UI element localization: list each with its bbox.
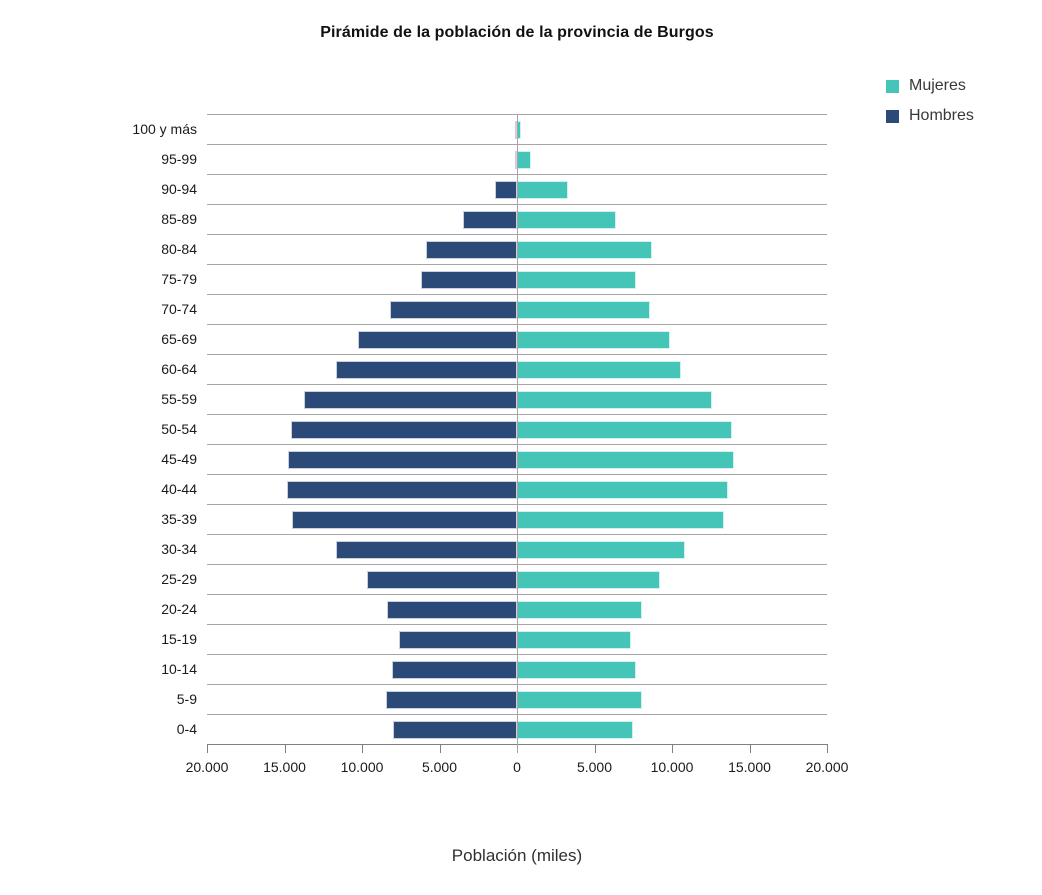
- age-label: 100 y más: [132, 121, 197, 137]
- mujeres-bar: [517, 241, 652, 259]
- x-tick-label: 15.000: [263, 759, 306, 775]
- hombres-bar: [303, 391, 517, 409]
- hombres-bar: [515, 121, 517, 139]
- legend-label-mujeres: Mujeres: [909, 77, 966, 94]
- age-row: [207, 444, 827, 474]
- x-axis-tick: [827, 744, 828, 753]
- hombres-bar: [495, 181, 517, 199]
- mujeres-bar: [517, 331, 671, 349]
- age-label: 75-79: [161, 271, 197, 287]
- age-row: [207, 384, 827, 414]
- age-label: 70-74: [161, 301, 197, 317]
- x-axis-tick: [594, 744, 596, 753]
- x-tick-label: 20.000: [185, 759, 229, 775]
- hombres-bar: [420, 271, 517, 289]
- mujeres-bar: [517, 421, 733, 439]
- y-axis-labels: 100 y más 95-99 90-94 85-89 80-84 75-79 70-74 6…: [0, 114, 197, 744]
- x-tick-label: 5.000: [576, 759, 613, 775]
- mujeres-bar: [517, 361, 681, 379]
- hombres-bar: [392, 661, 517, 679]
- age-label: 25-29: [161, 571, 197, 587]
- age-row: [207, 564, 827, 594]
- age-label: 0-4: [176, 721, 197, 737]
- mujeres-bar: [517, 271, 637, 289]
- mujeres-bar: [517, 661, 636, 679]
- mujeres-bar: [517, 631, 631, 649]
- x-axis-tick: [439, 744, 441, 753]
- mujeres-bar: [517, 451, 734, 469]
- hombres-bar: [514, 151, 517, 169]
- age-label: 45-49: [161, 451, 197, 467]
- x-axis-tick: [672, 744, 673, 753]
- zero-axis-line: [517, 114, 518, 753]
- hombres-bar: [292, 511, 517, 529]
- hombres-bar: [287, 451, 517, 469]
- age-label: 10-14: [161, 661, 197, 677]
- age-label: 40-44: [161, 481, 197, 497]
- age-label: 55-59: [161, 391, 197, 407]
- x-tick-label: 10.000: [650, 759, 694, 775]
- age-label: 85-89: [161, 211, 197, 227]
- legend-label-hombres: Hombres: [909, 107, 974, 124]
- mujeres-bar: [517, 691, 642, 709]
- x-tick-label: 20.000: [805, 759, 849, 775]
- age-label: 20-24: [161, 601, 197, 617]
- hombres-bar: [386, 601, 517, 619]
- age-row: [207, 264, 827, 294]
- hombres-bar: [389, 301, 517, 319]
- hombres-swatch-icon: [886, 109, 899, 123]
- hombres-bar: [358, 331, 517, 349]
- hombres-bar: [462, 211, 517, 229]
- age-label: 50-54: [161, 421, 197, 437]
- hombres-bar: [336, 541, 517, 559]
- x-axis-tick: [749, 744, 751, 753]
- x-tick-label: 5.000: [421, 759, 458, 775]
- mujeres-bar: [517, 211, 617, 229]
- age-row: [207, 504, 827, 534]
- mujeres-bar: [517, 481, 728, 499]
- mujeres-swatch-icon: [886, 79, 899, 93]
- mujeres-bar: [517, 571, 660, 589]
- hombres-bar: [366, 571, 517, 589]
- mujeres-bar: [517, 511, 724, 529]
- x-axis-tick: [362, 744, 363, 753]
- legend-item-mujeres: Mujeres: [886, 78, 974, 94]
- hombres-bar: [399, 631, 517, 649]
- x-tick-label: 10.000: [340, 759, 384, 775]
- age-label: 15-19: [161, 631, 197, 647]
- x-tick-label: 15.000: [728, 759, 771, 775]
- mujeres-bar: [517, 721, 634, 739]
- age-row: [207, 294, 827, 324]
- mujeres-bar: [517, 301, 650, 319]
- age-row: [207, 684, 827, 714]
- mujeres-bar: [517, 541, 686, 559]
- x-axis-tick: [207, 744, 208, 753]
- hombres-bar: [286, 481, 517, 499]
- hombres-bar: [393, 721, 517, 739]
- hombres-bar: [425, 241, 517, 259]
- age-label: 65-69: [161, 331, 197, 347]
- age-label: 30-34: [161, 541, 197, 557]
- hombres-bar: [290, 421, 517, 439]
- age-label: 60-64: [161, 361, 197, 377]
- mujeres-bar: [517, 391, 713, 409]
- age-label: 80-84: [161, 241, 197, 257]
- age-label: 5-9: [176, 691, 197, 707]
- x-tick-label: 0: [513, 759, 521, 775]
- age-label: 90-94: [161, 181, 197, 197]
- plot-area: [207, 114, 827, 753]
- age-label: 35-39: [161, 511, 197, 527]
- x-axis-title: Población (miles): [451, 846, 583, 865]
- legend-item-hombres: Hombres: [886, 108, 974, 124]
- mujeres-bar: [517, 151, 531, 169]
- mujeres-bar: [517, 181, 569, 199]
- chart-title: Pirámide de la población de la provincia…: [320, 24, 714, 41]
- x-axis-tick: [284, 744, 286, 753]
- mujeres-bar: [517, 601, 642, 619]
- hombres-bar: [336, 361, 517, 379]
- legend: Mujeres Hombres: [886, 78, 974, 138]
- hombres-bar: [386, 691, 517, 709]
- age-label: 95-99: [161, 151, 197, 167]
